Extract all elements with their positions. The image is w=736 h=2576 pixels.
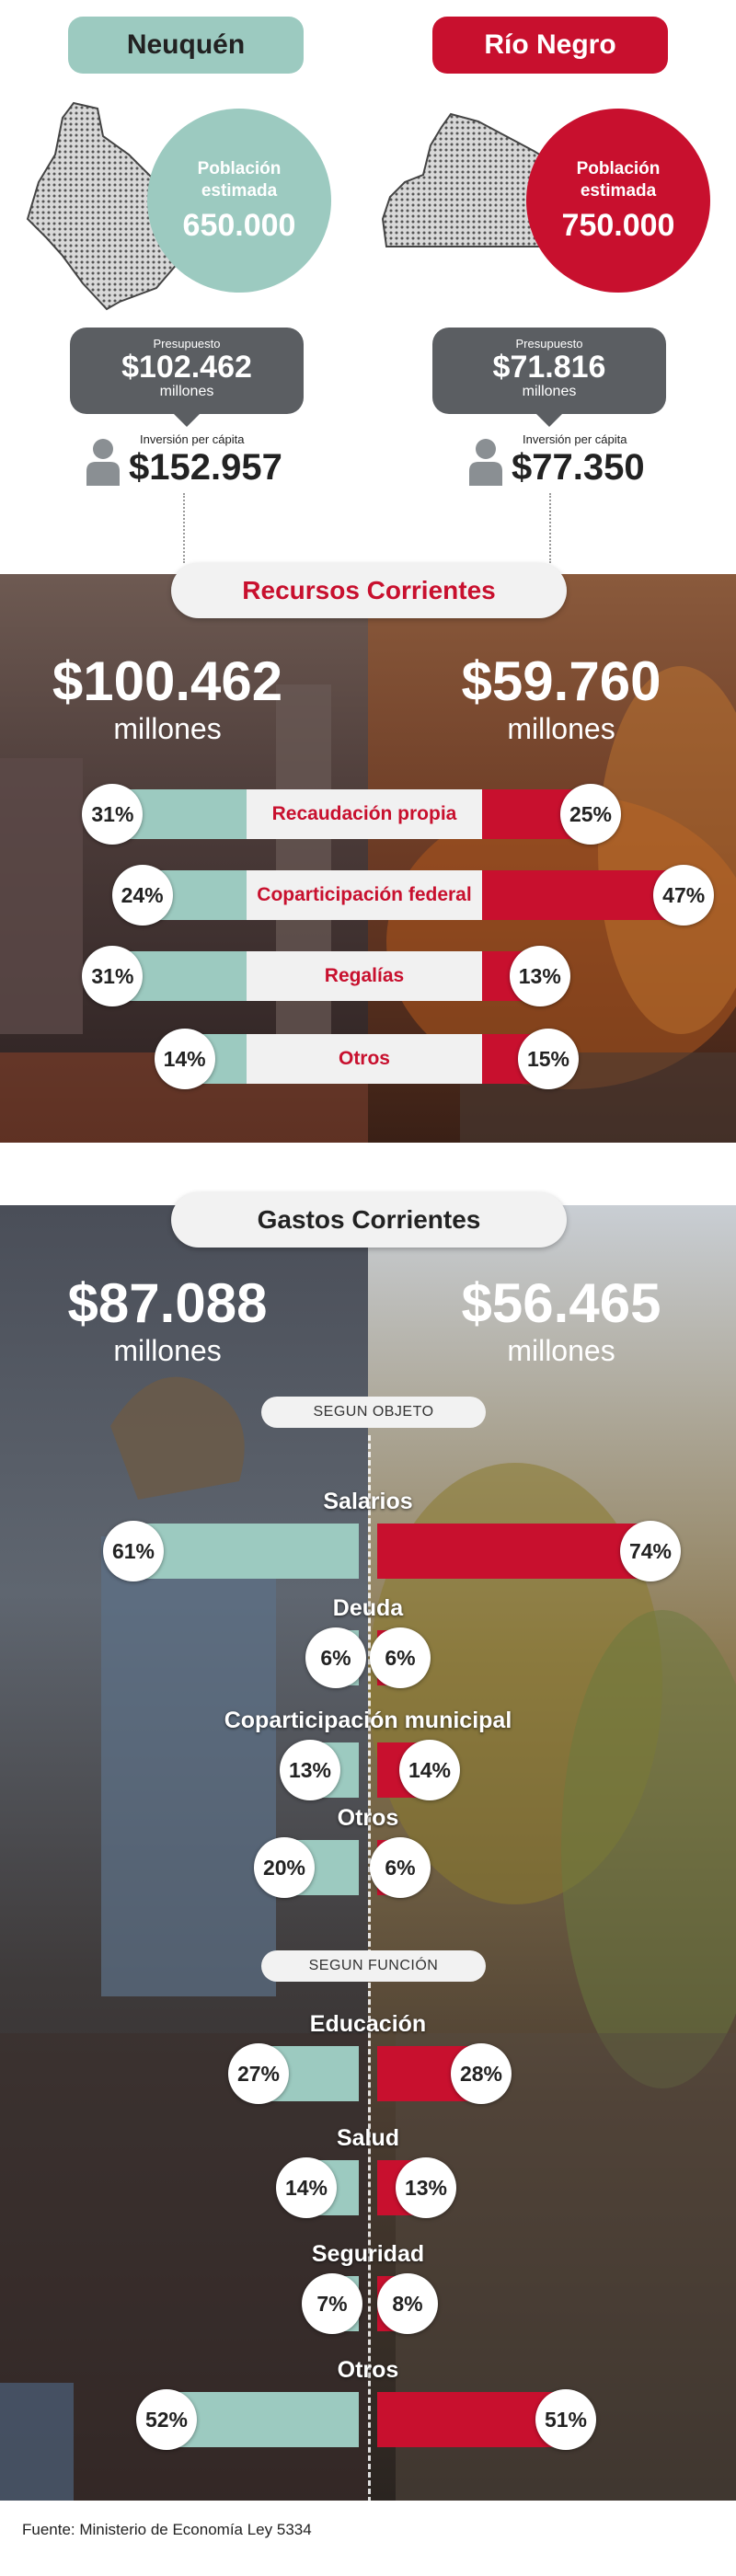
gastos-right-total-value: $56.465 [461, 1272, 661, 1334]
recursos-left-total-value: $100.462 [52, 650, 283, 712]
rio-negro-percapita-value: $77.350 [512, 447, 645, 488]
gastos-left-total: $87.088 millones [20, 1272, 315, 1368]
rio-negro-pct-label: 6% [370, 1627, 431, 1688]
neuquen-pct-label: 52% [136, 2389, 197, 2450]
neuquen-pct-label: 24% [111, 865, 173, 926]
rio-negro-bar [482, 870, 682, 920]
recursos-left-total-unit: millones [113, 712, 222, 745]
rio-negro-bar [377, 2392, 565, 2447]
rio-negro-budget-value: $71.816 [492, 350, 606, 385]
neuquen-percapita: Inversión per cápita $152.957 [85, 432, 342, 491]
category-label: Regalías [247, 951, 482, 1001]
rio-negro-population-value: 750.000 [561, 207, 675, 243]
budget-label: Presupuesto [515, 337, 583, 351]
rio-negro-pct-label: 8% [377, 2273, 438, 2334]
population-label: Población estimada [197, 158, 282, 201]
neuquen-pct-label: 13% [280, 1740, 340, 1800]
rio-negro-pct-label: 47% [653, 865, 715, 926]
population-label: Población estimada [576, 158, 661, 201]
neuquen-pct-label: 61% [103, 1521, 164, 1581]
rio-negro-budget-box: Presupuesto $71.816 millones [432, 328, 666, 427]
neuquen-title-tag: Neuquén [68, 17, 304, 74]
gastos-right-total-unit: millones [507, 1334, 615, 1367]
rio-negro-bar [377, 1524, 650, 1579]
recursos-right-total-value: $59.760 [461, 650, 661, 712]
gastos-title: Gastos Corrientes [171, 1192, 567, 1248]
category-label: Salud [336, 2125, 400, 2151]
category-label: Otros [247, 1034, 482, 1084]
recursos-title: Recursos Corrientes [171, 563, 567, 618]
budget-unit: millones [159, 384, 214, 399]
gastos-left-total-unit: millones [113, 1334, 222, 1367]
category-label: Seguridad [311, 2241, 425, 2267]
category-label: Coparticipación municipal [224, 1708, 512, 1733]
connector-line [549, 493, 551, 563]
neuquen-pct-label: 20% [254, 1837, 315, 1898]
rio-negro-percapita: Inversión per cápita $77.350 [467, 432, 725, 491]
person-icon [469, 439, 502, 486]
rio-negro-pct-label: 13% [396, 2157, 456, 2218]
person-icon [86, 439, 120, 486]
subhead-objeto: SEGUN OBJETO [261, 1397, 486, 1428]
percapita-label: Inversión per cápita [140, 432, 245, 446]
neuquen-pct-label: 6% [305, 1627, 366, 1688]
rio-negro-title-tag: Río Negro [432, 17, 668, 74]
neuquen-budget-box: Presupuesto $102.462 millones [70, 328, 304, 427]
neuquen-bar [134, 1524, 359, 1579]
category-label: Salarios [323, 1489, 413, 1514]
subhead-funcion: SEGUN FUNCIÓN [261, 1950, 486, 1982]
category-label: Educación [309, 2011, 427, 2037]
connector-line [183, 493, 185, 563]
neuquen-population-value: 650.000 [182, 207, 296, 243]
neuquen-pct-label: 14% [276, 2157, 337, 2218]
rio-negro-pct-label: 28% [451, 2043, 512, 2104]
source-note: Fuente: Ministerio de Economía Ley 5334 [22, 2521, 312, 2538]
neuquen-population-circle: Población estimada 650.000 [147, 109, 331, 293]
recursos-left-total: $100.462 millones [20, 650, 315, 746]
recursos-right-total-unit: millones [507, 712, 615, 745]
neuquen-pct-label: 31% [82, 946, 144, 1006]
neuquen-pct-label: 27% [228, 2043, 289, 2104]
neuquen-bar [167, 2392, 359, 2447]
rio-negro-pct-label: 15% [518, 1029, 579, 1089]
category-label: Otros [337, 1805, 399, 1831]
percapita-label: Inversión per cápita [523, 432, 627, 446]
rio-negro-map-icon [381, 112, 559, 247]
rio-negro-pct-label: 51% [535, 2389, 596, 2450]
category-label: Deuda [332, 1595, 404, 1621]
neuquen-map-icon [26, 101, 191, 311]
rio-negro-pct-label: 6% [370, 1837, 431, 1898]
neuquen-pct-label: 31% [82, 784, 144, 845]
rio-negro-pct-label: 14% [399, 1740, 460, 1800]
neuquen-budget-value: $102.462 [121, 350, 252, 385]
rio-negro-population-circle: Población estimada 750.000 [526, 109, 710, 293]
category-label: Otros [337, 2357, 399, 2383]
gastos-left-total-value: $87.088 [67, 1272, 268, 1334]
budget-unit: millones [522, 384, 577, 399]
category-label: Recaudación propia [247, 789, 482, 839]
neuquen-percapita-value: $152.957 [129, 447, 282, 488]
gastos-right-total: $56.465 millones [414, 1272, 708, 1368]
neuquen-pct-label: 14% [154, 1029, 215, 1089]
neuquen-pct-label: 7% [302, 2273, 362, 2334]
category-label: Coparticipación federal [247, 870, 482, 920]
rio-negro-pct-label: 25% [560, 784, 621, 845]
budget-label: Presupuesto [153, 337, 221, 351]
rio-negro-pct-label: 74% [620, 1521, 681, 1581]
recursos-right-total: $59.760 millones [414, 650, 708, 746]
recursos-background-photo [0, 574, 736, 1143]
rio-negro-pct-label: 13% [509, 946, 570, 1006]
